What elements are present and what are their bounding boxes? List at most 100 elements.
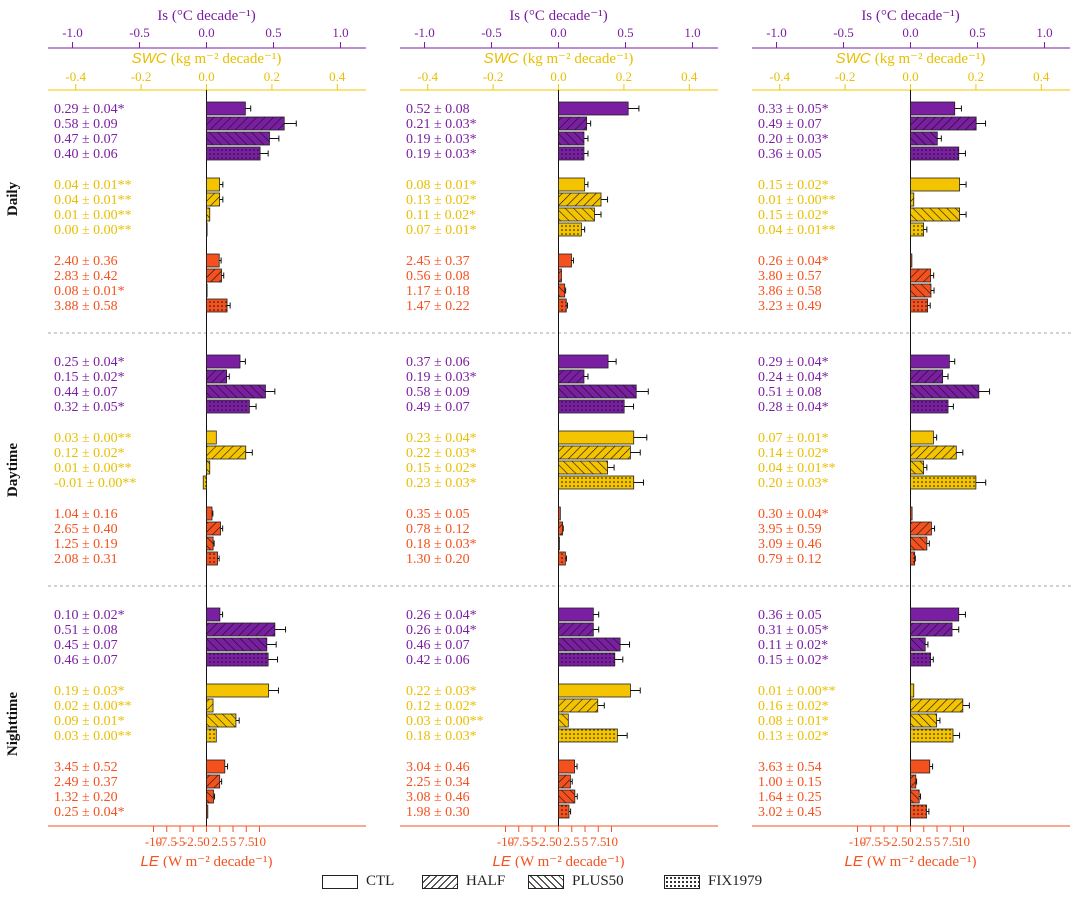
panel-1-daytime-swc-half-value-label: 0.12 ± 0.02* <box>54 446 125 461</box>
panel-1-le-tick-label-6: 5 <box>230 834 237 849</box>
panel-3-daytime-le-ctl-bar <box>910 506 913 521</box>
panel-1-daytime-le-ctl-value-label: 1.04 ± 0.16 <box>54 507 118 522</box>
panel-1-daily-swc-plus50-bar-pattern <box>206 208 210 221</box>
panel-1-is-tick-label-3: 0.5 <box>265 25 281 40</box>
panel-1-daytime-le-half-value-label: 2.65 ± 0.40 <box>54 522 118 537</box>
panel-2-daily-swc-plus50-value-label: 0.11 ± 0.02* <box>406 208 476 223</box>
panel-3-nighttime-is-fix1979-bar-pattern <box>910 653 931 666</box>
legend-label-ctl: CTL <box>366 873 395 889</box>
panel-1-daytime-le-half-bar-pattern <box>206 522 221 535</box>
panel-2-daytime-is-ctl-bar <box>558 354 609 369</box>
panel-1-daily-is-ctl-value-label: 0.29 ± 0.04* <box>54 102 125 117</box>
panel-1-daytime-is-fix1979-bar-pattern <box>206 400 250 413</box>
panel-3-daytime-is-ctl-value-label: 0.29 ± 0.04* <box>758 355 829 370</box>
panel-2-nighttime-is-plus50-value-label: 0.46 ± 0.07 <box>406 638 470 653</box>
legend-swatch-half <box>422 875 458 889</box>
panel-3-daily-le-fix1979-value-label: 3.23 ± 0.49 <box>758 299 822 314</box>
panel-3-daily-swc-ctl-value-label: 0.15 ± 0.02* <box>758 178 829 193</box>
panel-3-nighttime-le-plus50-value-label: 1.64 ± 0.25 <box>758 790 822 805</box>
panel-3-daily-le-plus50-bar-pattern <box>910 284 931 297</box>
panel-1-le-tick-label-0: -10 <box>145 834 162 849</box>
panel-3-le-tick-label-6: 5 <box>934 834 941 849</box>
panel-3-daytime-swc-plus50-bar-pattern <box>910 461 924 474</box>
panel-2-daily-is-plus50-bar-pattern <box>558 132 584 145</box>
panel-2-is-tick-label-2: 0.0 <box>550 25 566 40</box>
panel-2-daytime-swc-half-value-label: 0.22 ± 0.03* <box>406 446 477 461</box>
panel-1-nighttime-swc-fix1979-bar-pattern <box>206 729 217 742</box>
panel-1-daytime-swc-ctl-bar <box>206 430 217 445</box>
panel-2-nighttime-swc-ctl-value-label: 0.22 ± 0.03* <box>406 684 477 699</box>
panel-3-nighttime-is-plus50-bar-pattern <box>910 638 926 651</box>
panel-1-nighttime-le-plus50-bar-pattern <box>206 790 214 803</box>
panel-1-daily-le-fix1979-value-label: 3.88 ± 0.58 <box>54 299 118 314</box>
panel-3-is-tick-label-3: 0.5 <box>969 25 985 40</box>
panel-2-swc-axis-title: SWC (kg m⁻² decade⁻¹) <box>484 50 634 67</box>
legend: CTL HALF PLUS50 FIX1979 <box>0 870 1080 900</box>
panel-3-daily-le-ctl-value-label: 0.26 ± 0.04* <box>758 254 829 269</box>
panel-1-nighttime-is-plus50-bar-pattern <box>206 638 267 651</box>
panel-2-nighttime-swc-fix1979-value-label: 0.18 ± 0.03* <box>406 729 477 744</box>
legend-swatch-fix1979 <box>664 875 700 889</box>
panel-2-daytime-le-plus50-bar-pattern <box>558 537 560 550</box>
panel-2-nighttime-swc-ctl-bar <box>558 683 631 698</box>
panel-1-nighttime-le-half-value-label: 2.49 ± 0.37 <box>54 775 118 790</box>
panel-2-is-tick-label-4: 1.0 <box>684 25 700 40</box>
panel-3-daytime-le-half-value-label: 3.95 ± 0.59 <box>758 522 822 537</box>
panel-1-is-tick-label-2: 0.0 <box>198 25 214 40</box>
panel-2-is-tick-label-1: -0.5 <box>481 25 502 40</box>
panel-3-nighttime-le-fix1979-value-label: 3.02 ± 0.45 <box>758 805 822 820</box>
panel-3-is-tick-label-2: 0.0 <box>902 25 918 40</box>
panel-2-swc-tick-label-2: 0.0 <box>550 69 566 84</box>
panel-2-daily-le-fix1979-value-label: 1.47 ± 0.22 <box>406 299 470 314</box>
panel-1-nighttime-le-fix1979-value-label: 0.25 ± 0.04* <box>54 805 125 820</box>
panel-3-nighttime-swc-fix1979-value-label: 0.13 ± 0.02* <box>758 729 829 744</box>
panel-1-nighttime-is-ctl-value-label: 0.10 ± 0.02* <box>54 608 125 623</box>
panel-2-daytime-le-half-bar-pattern <box>558 522 563 535</box>
panel-2-swc-tick-label-4: 0.4 <box>681 69 698 84</box>
panel-2-daytime-le-plus50-value-label: 0.18 ± 0.03* <box>406 537 477 552</box>
panel-1-daily-le-plus50-bar-pattern <box>206 284 208 297</box>
panel-3-daytime-is-fix1979-bar-pattern <box>910 400 949 413</box>
panel-2-daily-le-fix1979-bar-pattern <box>558 299 567 312</box>
panel-3-daily-is-half-bar-pattern <box>910 117 977 130</box>
legend-label-fix1979: FIX1979 <box>708 873 763 889</box>
panel-1-nighttime-is-fix1979-bar-pattern <box>206 653 269 666</box>
panel-3-daily-le-fix1979-bar-pattern <box>910 299 928 312</box>
panel-1-daytime-is-half-value-label: 0.15 ± 0.02* <box>54 370 125 385</box>
panel-1-nighttime-is-half-bar-pattern <box>206 623 275 636</box>
panel-1-daytime-is-fix1979-value-label: 0.32 ± 0.05* <box>54 400 125 415</box>
panel-3-nighttime-le-fix1979-bar-pattern <box>910 805 927 818</box>
panel-2-daytime-le-ctl-bar <box>558 506 561 521</box>
panel-2-nighttime-le-plus50-value-label: 3.08 ± 0.46 <box>406 790 470 805</box>
panel-2-daytime-swc-fix1979-value-label: 0.23 ± 0.03* <box>406 476 477 491</box>
panel-2-daily-is-half-bar-pattern <box>558 117 587 130</box>
panel-2-daytime-is-plus50-bar-pattern <box>558 385 637 398</box>
panel-3-daytime-swc-ctl-value-label: 0.07 ± 0.01* <box>758 431 829 446</box>
panel-2-nighttime-swc-half-bar-pattern <box>558 699 598 712</box>
panel-1-nighttime-le-plus50-value-label: 1.32 ± 0.20 <box>54 790 118 805</box>
panel-1-daily-le-half-value-label: 2.83 ± 0.42 <box>54 269 118 284</box>
panel-1-nighttime-swc-ctl-bar <box>206 683 270 698</box>
legend-label-plus50: PLUS50 <box>572 873 624 889</box>
panel-3-nighttime-swc-ctl-bar <box>910 683 915 698</box>
panel-3-nighttime-le-half-bar-pattern <box>910 775 916 788</box>
panel-2-le-tick-label-4: 0 <box>555 834 562 849</box>
panel-1-daily-is-half-value-label: 0.58 ± 0.09 <box>54 117 118 132</box>
panel-1-daily-is-fix1979-value-label: 0.40 ± 0.06 <box>54 147 118 162</box>
panel-1-le-tick-label-1: -7.5 <box>156 834 177 849</box>
panel-1-swc-tick-label-3: 0.2 <box>264 69 280 84</box>
panel-1-is-axis-title: Is (°C decade⁻¹) <box>157 8 255 24</box>
panel-3-daily-is-fix1979-bar-pattern <box>910 147 959 160</box>
panel-1-daytime-swc-fix1979-value-label: -0.01 ± 0.00** <box>54 476 136 491</box>
panel-3-swc-tick-label-0: -0.4 <box>769 69 790 84</box>
panel-2-daily-le-plus50-value-label: 1.17 ± 0.18 <box>406 284 470 299</box>
panel-2-nighttime-le-fix1979-bar-pattern <box>558 805 569 818</box>
panel-2-nighttime-le-plus50-bar-pattern <box>558 790 575 803</box>
panel-2-daily-swc-fix1979-bar-pattern <box>558 223 582 236</box>
panel-2-daily-is-ctl-bar <box>558 101 629 116</box>
panel-3-daytime-swc-fix1979-bar-pattern <box>910 476 976 489</box>
panel-3-daytime-swc-half-value-label: 0.14 ± 0.02* <box>758 446 829 461</box>
panel-1-daytime-le-fix1979-bar-pattern <box>206 552 218 565</box>
panel-3-nighttime-le-ctl-bar <box>910 759 931 774</box>
panel-1-daytime-le-plus50-bar-pattern <box>206 537 214 550</box>
